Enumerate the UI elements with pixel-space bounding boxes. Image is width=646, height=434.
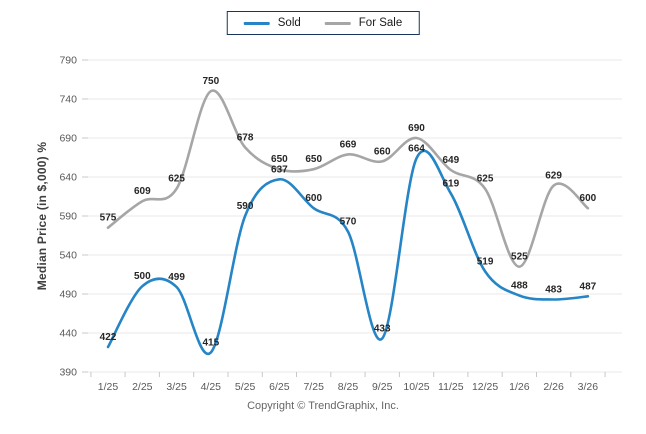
- y-tick-label: 490: [59, 289, 77, 301]
- y-tick-label: 790: [59, 55, 77, 67]
- for-sale-data-label: 650: [271, 154, 288, 165]
- x-tick-label: 7/25: [303, 381, 324, 393]
- sold-data-label: 637: [271, 164, 288, 175]
- sold-data-label: 499: [168, 272, 185, 283]
- for-sale-data-label: 629: [545, 171, 562, 182]
- for-sale-data-label: 750: [202, 76, 219, 87]
- sold-data-label: 570: [340, 217, 357, 228]
- sold-data-label: 664: [408, 143, 425, 154]
- for-sale-data-label: 600: [580, 193, 597, 204]
- for-sale-data-label: 690: [408, 123, 425, 134]
- y-tick-label: 640: [59, 172, 77, 184]
- x-tick-label: 8/25: [338, 381, 359, 393]
- x-tick-label: 2/25: [132, 381, 153, 393]
- sold-data-label: 519: [477, 256, 494, 267]
- sold-data-label: 488: [511, 281, 528, 292]
- sold-line-swatch-icon: [243, 21, 270, 25]
- x-tick-label: 1/26: [509, 381, 530, 393]
- sold-data-label: 619: [442, 178, 459, 189]
- for-sale-data-label: 649: [442, 155, 459, 166]
- for-sale-data-label: 669: [340, 139, 357, 150]
- for-sale-data-label: 575: [100, 213, 117, 224]
- for-sale-data-label: 525: [511, 252, 528, 263]
- x-tick-label: 5/25: [235, 381, 256, 393]
- x-tick-label: 11/25: [438, 381, 464, 393]
- legend-item-for-sale[interactable]: For Sale: [324, 17, 403, 29]
- y-tick-label: 690: [59, 133, 77, 145]
- copyright-text: Copyright © TrendGraphix, Inc.: [247, 400, 399, 412]
- sold-data-label: 422: [100, 332, 117, 343]
- for-sale-line-swatch-icon: [324, 21, 351, 25]
- y-tick-label: 390: [59, 367, 77, 379]
- sold-data-label: 483: [545, 285, 562, 296]
- x-tick-label: 9/25: [372, 381, 393, 393]
- y-tick-label: 540: [59, 250, 77, 262]
- for-sale-data-label: 609: [134, 186, 151, 197]
- y-tick-label: 740: [59, 94, 77, 106]
- x-tick-label: 3/26: [578, 381, 599, 393]
- legend-sold-label: Sold: [277, 17, 301, 29]
- sold-data-label: 500: [134, 271, 151, 282]
- y-tick-label: 590: [59, 211, 77, 223]
- sold-data-label: 487: [580, 281, 597, 292]
- chart-legend: Sold For Sale: [226, 11, 420, 35]
- x-tick-label: 12/25: [472, 381, 498, 393]
- x-tick-label: 3/25: [166, 381, 187, 393]
- sold-line[interactable]: [106, 149, 590, 356]
- x-tick-label: 10/25: [403, 381, 429, 393]
- for-sale-data-label: 678: [237, 132, 254, 143]
- for-sale-line[interactable]: [106, 89, 590, 269]
- for-sale-data-label: 625: [168, 174, 185, 185]
- legend-item-sold[interactable]: Sold: [243, 17, 301, 29]
- x-tick-label: 6/25: [269, 381, 290, 393]
- for-sale-data-label: 660: [374, 146, 391, 157]
- legend-for-sale-label: For Sale: [358, 17, 403, 29]
- x-tick-label: 2/26: [543, 381, 564, 393]
- x-tick-label: 4/25: [201, 381, 222, 393]
- sold-data-label: 433: [374, 324, 391, 335]
- x-tick-label: 1/25: [98, 381, 119, 393]
- sold-data-label: 590: [237, 201, 254, 212]
- sold-data-label: 600: [305, 193, 322, 204]
- y-tick-label: 440: [59, 328, 77, 340]
- for-sale-data-label: 625: [477, 174, 494, 185]
- for-sale-data-label: 650: [305, 154, 322, 165]
- sold-data-label: 415: [202, 338, 219, 349]
